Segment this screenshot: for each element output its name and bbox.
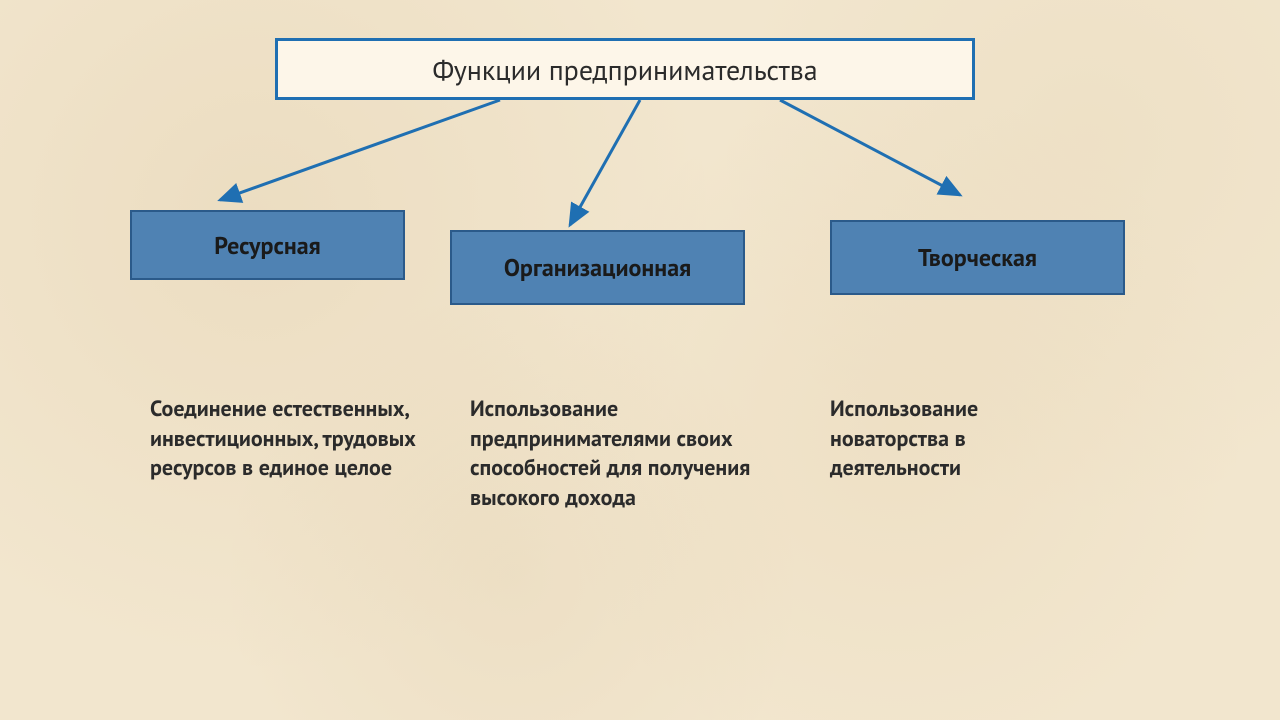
branch-description-2: Использование новаторства в деятельности: [830, 395, 1090, 484]
branch-box-organizatsionnaya: Организационная: [450, 230, 745, 305]
branch-box-tvorcheskaya: Творческая: [830, 220, 1125, 295]
diagram-title-text: Функции предпринимательства: [432, 51, 817, 88]
branch-description-0: Соединение естественных, инвестиционных,…: [150, 395, 420, 484]
diagram-background: [0, 0, 1280, 720]
branch-label: Организационная: [504, 252, 691, 283]
branch-label: Ресурсная: [214, 230, 321, 261]
branch-label: Творческая: [918, 242, 1037, 273]
branch-description-1: Использование предпринимателями своих сп…: [470, 395, 760, 514]
diagram-title-box: Функции предпринимательства: [275, 38, 975, 100]
branch-box-resursnaya: Ресурсная: [130, 210, 405, 280]
